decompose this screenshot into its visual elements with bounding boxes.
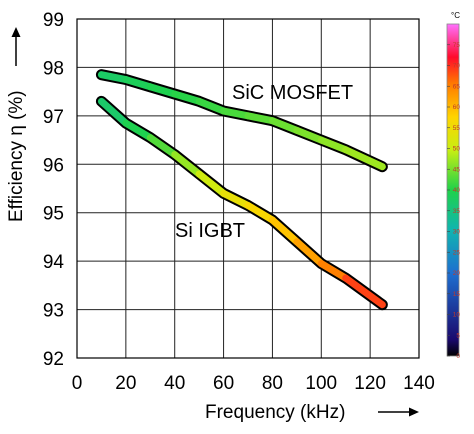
series-0 (95, 69, 388, 173)
series-segment (244, 112, 276, 125)
colorbar-ticks: 0 5 10 15 20 25 30 35 40 45 50 55 60 65 70 75 (447, 42, 460, 360)
series-segment (317, 260, 350, 282)
colorbar-tick-label: 70 (453, 63, 461, 70)
x-tick-label: 140 (403, 373, 435, 394)
colorbar-tick-label: 45 (453, 166, 461, 173)
colorbar-tick-label: 50 (453, 146, 461, 153)
series-segment (122, 76, 154, 91)
colorbar-tick-label: 60 (453, 104, 461, 111)
x-tick-labels: 0 20 40 60 80 100 120 140 (72, 373, 435, 394)
y-tick-label: 92 (43, 349, 64, 370)
series-segment (122, 119, 154, 142)
colorbar-tick-label: 30 (453, 229, 461, 236)
colorbar-tick-label: 5 (456, 332, 460, 339)
series-segment (97, 97, 130, 127)
colorbar-tick-label: 10 (453, 312, 461, 319)
x-tick-label: 100 (305, 373, 337, 394)
series-segment (146, 83, 179, 98)
colorbar-tick-label: 75 (453, 42, 461, 49)
series-segment (195, 97, 228, 115)
x-axis-arrow-icon (378, 407, 419, 417)
y-tick-label: 95 (43, 204, 64, 225)
x-tick-label: 60 (213, 373, 234, 394)
x-tick-label: 40 (164, 373, 185, 394)
plot-area (77, 19, 419, 358)
colorbar-tick-label: 35 (453, 208, 461, 215)
colorbar-tick-label: 0 (456, 353, 460, 360)
y-tick-label: 96 (43, 155, 64, 176)
colorbar-tick-label: 55 (453, 125, 461, 132)
colorbar-tick-label: 40 (453, 187, 461, 194)
x-tick-label: 0 (72, 373, 83, 394)
series-segment (342, 146, 386, 171)
x-tick-label: 80 (262, 373, 283, 394)
series-segment (220, 107, 252, 120)
colorbar-tick-label: 65 (453, 83, 461, 90)
x-tick-label: 120 (354, 373, 386, 394)
y-tick-label: 93 (43, 301, 64, 322)
series-segment (293, 126, 325, 144)
colorbar-tick-label: 20 (453, 270, 461, 277)
series-segment (317, 136, 350, 154)
y-tick-labels: 92 93 94 95 96 97 98 99 (43, 10, 65, 370)
colorbar: °C 0 5 10 15 20 25 30 35 40 45 50 55 60 65 70 75 (446, 11, 460, 360)
series-segment (244, 201, 276, 224)
y-axis-arrow-icon (11, 27, 21, 66)
series-segment (171, 90, 203, 105)
series-segment (146, 134, 179, 159)
series-segment (342, 274, 386, 309)
series-layer (95, 69, 388, 311)
series-segment (97, 71, 130, 84)
plot-frame (76, 18, 420, 359)
series-segment (268, 117, 301, 134)
si-igbt-label: Si IGBT (175, 220, 245, 242)
series-segment (171, 151, 203, 178)
x-axis-title: Frequency (kHz) (205, 402, 345, 423)
series-segment (268, 216, 301, 246)
y-tick-label: 98 (43, 58, 64, 79)
y-axis-title: Efficiency η (%) (6, 90, 27, 222)
sic-mosfet-label: SiC MOSFET (232, 82, 353, 104)
x-tick-label: 20 (115, 373, 136, 394)
y-tick-label: 97 (43, 107, 64, 128)
y-tick-label: 99 (43, 10, 64, 31)
colorbar-tick-label: 25 (453, 249, 461, 256)
series-segment (220, 189, 252, 209)
colorbar-tick-label: 15 (453, 291, 461, 298)
y-tick-label: 94 (43, 252, 65, 273)
series-segment (195, 170, 228, 197)
series-1 (95, 95, 388, 311)
series-segment (293, 238, 325, 268)
colorbar-unit: °C (451, 11, 460, 20)
